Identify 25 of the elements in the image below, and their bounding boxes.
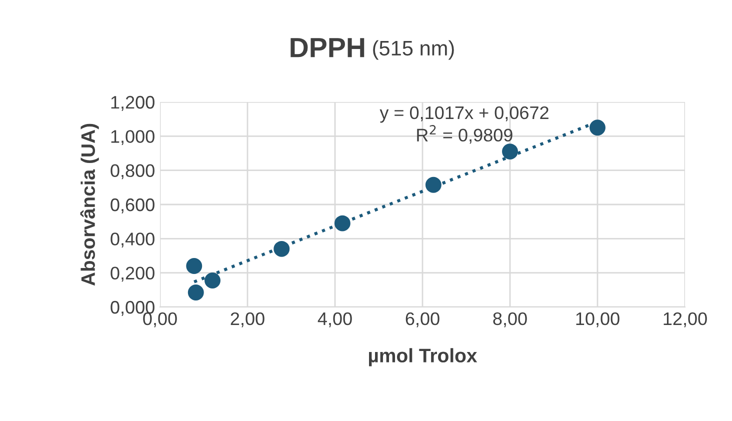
point — [502, 144, 518, 160]
y-tick-label: 1,200 — [111, 96, 154, 111]
x-tick-label: 2,00 — [230, 312, 264, 328]
x-tick-label: 4,00 — [318, 312, 352, 328]
x-tick-label: 12,00 — [664, 312, 707, 328]
point — [188, 284, 204, 300]
y-axis-title: Absorvância (UA) — [80, 124, 99, 286]
point — [274, 240, 290, 257]
y-tick-label: 0,400 — [110, 232, 154, 248]
x-tick-label: 6,00 — [406, 312, 440, 328]
point — [425, 176, 442, 193]
point — [204, 272, 220, 288]
y-tick-label: 1,000 — [111, 130, 154, 146]
point — [590, 120, 606, 136]
point — [186, 258, 202, 274]
chart-title: DPPH (515 nm) — [290, 38, 454, 60]
y-tick-label: 0,600 — [110, 198, 154, 214]
x-axis-title: µmol Trolox — [369, 348, 478, 366]
x-tick-label: 8,00 — [493, 312, 527, 328]
point — [334, 215, 350, 232]
y-tick-label: 0,800 — [110, 164, 154, 180]
y-tick-label: 0,200 — [110, 266, 154, 282]
annotation: R$^{2}$ = 0,9809 — [417, 125, 512, 144]
annotation: y = 0,1017x + 0,0672 — [380, 106, 548, 123]
x-tick-label: 10,00 — [576, 312, 620, 328]
